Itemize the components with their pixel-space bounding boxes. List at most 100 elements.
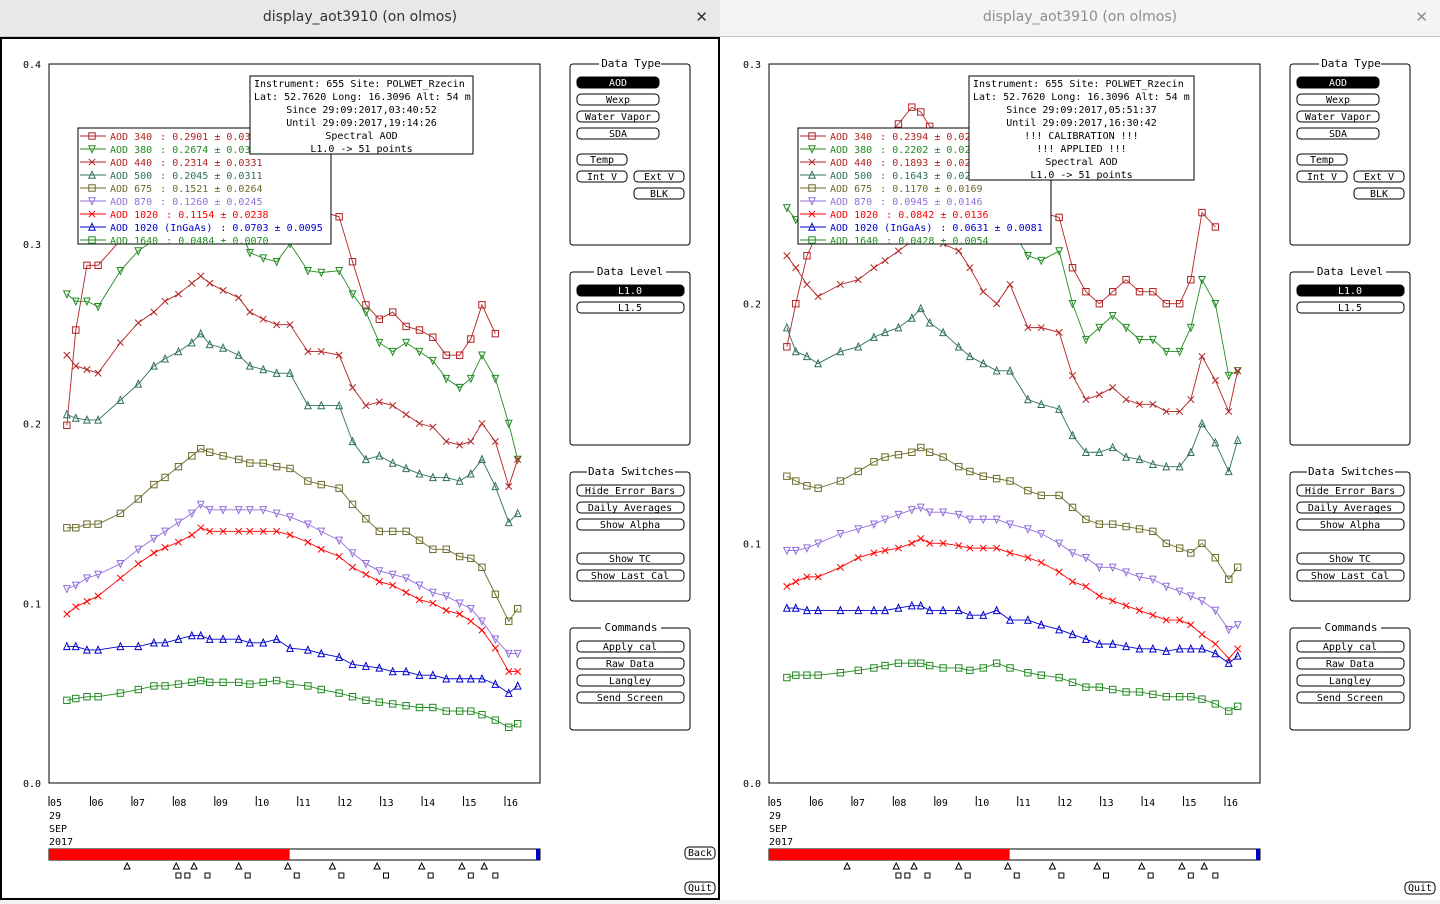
data-point	[1186, 323, 1195, 333]
show-alpha-button[interactable]: Show Alpha	[1296, 518, 1405, 531]
apply-cal-button[interactable]: Apply cal	[576, 640, 685, 653]
data-point	[894, 120, 903, 128]
time-bar[interactable]	[768, 848, 1261, 879]
quit-button[interactable]: Quit	[1404, 881, 1436, 895]
x-tick-label: 06	[811, 798, 823, 809]
legend-marker	[88, 170, 96, 179]
l10-button[interactable]: L1.0	[1296, 284, 1405, 297]
info-line: Since 29:09:2017,03:40:52	[286, 105, 437, 116]
show-alpha-button[interactable]: Show Alpha	[576, 518, 685, 531]
legend-marker	[808, 222, 816, 231]
quit-button[interactable]: Quit	[684, 881, 716, 895]
data-point	[1233, 563, 1242, 571]
blk-button[interactable]: BLK	[1353, 187, 1405, 200]
data-point	[94, 261, 102, 270]
data-point	[361, 560, 370, 569]
data-point	[803, 482, 811, 490]
data-point	[1198, 352, 1206, 360]
legend-marker	[808, 158, 816, 166]
l10-button[interactable]: L1.0	[576, 284, 685, 297]
sda-button[interactable]: SDA	[576, 127, 660, 140]
legend-entry: AOD 675: 0.1170 ± 0.0169	[830, 184, 983, 195]
raw-data-button[interactable]: Raw Data	[576, 657, 685, 670]
wexp-button[interactable]: Wexp	[1296, 93, 1380, 106]
hide-error-bars-button[interactable]: Hide Error Bars	[576, 484, 685, 497]
data-point	[442, 673, 451, 683]
apply-cal-button[interactable]: Apply cal	[1296, 640, 1405, 653]
hide-error-bars-button[interactable]: Hide Error Bars	[1296, 484, 1405, 497]
send-screen-button[interactable]: Send Screen	[576, 691, 685, 704]
int-v-button[interactable]: Int V	[576, 170, 628, 183]
data-point	[1162, 347, 1171, 357]
temp-button[interactable]: Temp	[1296, 153, 1348, 166]
temp-button[interactable]: Temp	[576, 153, 628, 166]
ext-v-button[interactable]: Ext V	[633, 170, 685, 183]
data-point	[375, 450, 384, 460]
langley-button[interactable]: Langley	[1296, 674, 1405, 687]
time-marker-triangle	[910, 861, 918, 870]
time-bar[interactable]	[48, 848, 541, 879]
data-point	[1224, 658, 1233, 667]
ext-v-button[interactable]: Ext V	[1353, 170, 1405, 183]
data-point	[491, 590, 500, 598]
data-point	[415, 419, 424, 428]
data-point	[150, 682, 158, 690]
data-point	[272, 258, 281, 267]
aod-button[interactable]: AOD	[1296, 76, 1380, 89]
time-marker-triangle	[1200, 861, 1209, 870]
data-point	[402, 702, 410, 710]
data-point	[71, 581, 80, 591]
show-last-cal-button[interactable]: Show Last Cal	[576, 569, 685, 582]
data-point	[955, 247, 963, 255]
legend-entry: AOD 440: 0.1893 ± 0.02	[830, 158, 970, 169]
data-point	[966, 544, 974, 552]
data-point	[187, 630, 196, 640]
data-point	[1135, 643, 1144, 653]
legend-entry: AOD 1640: 0.0428 ± 0.0054	[830, 236, 989, 247]
sda-button[interactable]: SDA	[1296, 127, 1380, 140]
send-screen-button[interactable]: Send Screen	[1296, 691, 1405, 704]
blk-button[interactable]: BLK	[633, 187, 685, 200]
data-point	[196, 630, 205, 640]
data-point	[442, 437, 450, 446]
data-point	[286, 643, 295, 652]
data-point	[1055, 673, 1063, 682]
wexp-button[interactable]: Wexp	[576, 93, 660, 106]
x-tick-label: 10	[257, 798, 269, 809]
window-title: display_aot3910 (on olmos)	[262, 9, 458, 25]
daily-averages-button[interactable]: Daily Averages	[576, 501, 685, 514]
data-point	[1211, 376, 1219, 384]
data-point	[1095, 563, 1104, 573]
daily-averages-button[interactable]: Daily Averages	[1296, 501, 1405, 514]
show-tc-button[interactable]: Show TC	[1296, 552, 1405, 565]
data-point	[402, 410, 410, 419]
data-point	[455, 383, 464, 393]
water-vapor-button[interactable]: Water Vapor	[576, 110, 660, 123]
data-point	[1055, 247, 1064, 256]
data-point	[477, 454, 486, 464]
show-last-cal-button[interactable]: Show Last Cal	[1296, 569, 1405, 582]
time-marker-triangle	[172, 861, 181, 870]
close-icon[interactable]: ✕	[695, 8, 708, 26]
data-point	[514, 455, 522, 464]
legend-name: AOD 1640	[110, 236, 158, 247]
data-point	[491, 679, 500, 688]
data-point	[979, 664, 987, 672]
data-point	[505, 668, 513, 676]
data-point	[1081, 554, 1090, 563]
back-button[interactable]: Back	[684, 846, 716, 860]
l15-button[interactable]: L1.5	[576, 301, 685, 314]
water-vapor-button[interactable]: Water Vapor	[1296, 110, 1380, 123]
legend-entry: AOD 380: 0.2674 ± 0.03	[110, 145, 250, 156]
data-point	[881, 256, 889, 265]
aod-button[interactable]: AOD	[576, 76, 660, 89]
show-tc-button[interactable]: Show TC	[576, 552, 685, 565]
data-point	[63, 421, 71, 429]
l15-button[interactable]: L1.5	[1296, 301, 1405, 314]
int-v-button[interactable]: Int V	[1296, 170, 1348, 183]
raw-data-button[interactable]: Raw Data	[1296, 657, 1405, 670]
data-point	[836, 563, 844, 571]
langley-button[interactable]: Langley	[576, 674, 685, 687]
window-content: 0.0 0.1 0.2 0.3 05 06 07 08 09 10 11 12 13 14 15 16 29…	[720, 37, 1440, 900]
close-icon[interactable]: ✕	[1415, 8, 1428, 26]
